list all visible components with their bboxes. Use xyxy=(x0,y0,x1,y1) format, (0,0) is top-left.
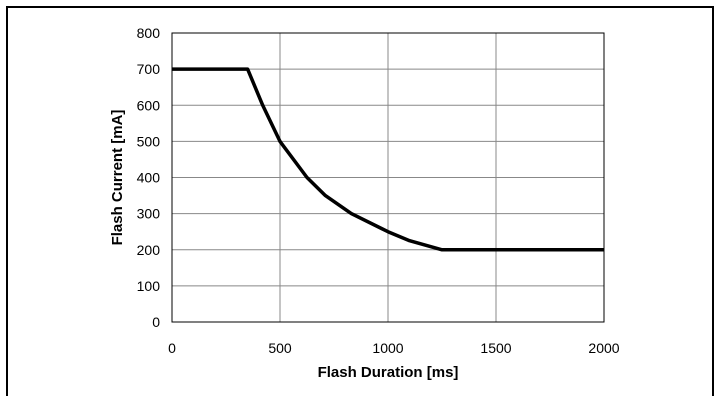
series-line xyxy=(172,67,604,252)
chart-frame xyxy=(6,6,714,396)
y-tick-label: 100 xyxy=(137,278,161,294)
x-tick-label: 0 xyxy=(168,340,176,356)
y-tick-label: 0 xyxy=(152,314,160,330)
x-tick-label: 2000 xyxy=(588,340,619,356)
y-tick-label: 400 xyxy=(137,170,161,186)
y-tick-label: 300 xyxy=(137,206,161,222)
x-tick-label: 1500 xyxy=(480,340,511,356)
y-tick-label: 700 xyxy=(137,61,161,77)
y-tick-label: 600 xyxy=(137,97,161,113)
y-axis-ticks: 0 100 200 300 400 500 600 700 800 xyxy=(137,25,161,330)
y-axis-title: Flash Current [mA] xyxy=(109,110,126,246)
y-tick-label: 800 xyxy=(137,25,161,41)
grid-lines xyxy=(172,33,604,322)
x-axis-title: Flash Duration [ms] xyxy=(318,364,459,381)
y-tick-label: 500 xyxy=(137,133,161,149)
x-axis-ticks: 0 500 1000 1500 2000 xyxy=(168,340,620,356)
plot-area xyxy=(171,32,605,323)
x-tick-label: 500 xyxy=(268,340,292,356)
y-tick-label: 200 xyxy=(137,242,161,258)
x-tick-label: 1000 xyxy=(372,340,403,356)
